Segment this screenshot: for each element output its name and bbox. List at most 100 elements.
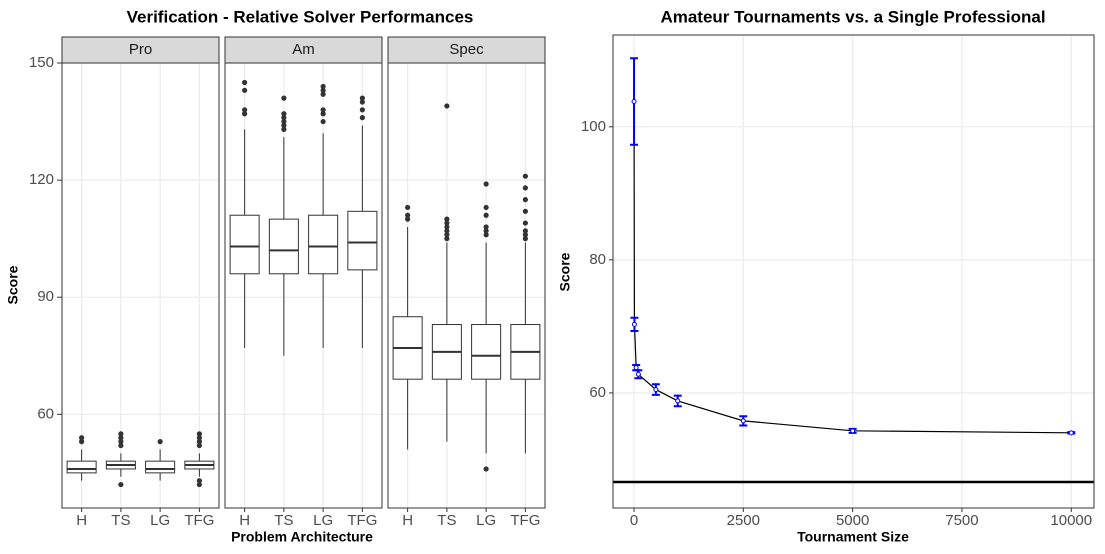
panel-border [224,62,383,509]
box [471,324,502,380]
panel [225,63,382,508]
right-title: Amateur Tournaments vs. a Single Profess… [660,7,1045,26]
outlier [281,95,287,101]
panel-border [61,62,220,509]
outlier [320,83,326,90]
strip [224,36,383,64]
point [653,387,659,393]
x-tick-label: H [76,512,87,529]
outlier [405,212,411,218]
x-tick-label: LG [476,512,496,529]
outlier [444,224,450,230]
outlier [281,111,287,117]
point [633,365,639,371]
outlier [522,185,528,191]
outlier [522,208,528,214]
outlier [196,439,202,445]
x-tick-label: H [239,512,250,529]
outlier [79,439,85,445]
x-tick-label: TFG [510,512,540,529]
outlier [320,118,326,125]
outlier [320,87,326,93]
outlier [242,111,248,117]
outlier [444,103,450,109]
panel-border [612,34,1095,509]
outlier [483,232,489,238]
x-tick-label: TS [274,512,293,529]
x-tick-label: LG [150,512,170,529]
point [740,418,746,424]
outlier [483,181,489,187]
outlier [118,439,124,445]
outlier [522,173,528,179]
outlier [118,481,124,488]
strip-label: Spec [449,41,484,58]
outlier [483,204,489,211]
outlier [444,228,450,234]
outlier [483,466,489,472]
outlier [522,228,528,234]
outlier [444,232,450,238]
x-tick-label: 0 [630,512,638,529]
outlier [405,216,411,222]
box [347,210,378,271]
x-tick-label: TFG [184,512,214,529]
strip [61,36,220,64]
outlier [242,107,248,113]
outlier [242,79,248,86]
y-tick-label: 80 [589,251,606,268]
outlier [281,118,287,125]
x-tick-label: 10000 [1050,512,1092,529]
outlier [196,478,202,484]
point [675,398,681,404]
box [66,460,97,474]
left-x-label: Problem Architecture [231,529,373,545]
outlier [359,95,365,101]
outlier [196,435,202,441]
strip [387,36,546,64]
y-tick-label: 60 [37,405,54,422]
x-tick-label: TS [111,512,130,529]
outlier [118,442,124,449]
x-tick-label: 7500 [945,512,978,529]
outlier [281,122,287,129]
outlier [79,435,85,441]
box [308,214,339,275]
outlier [444,216,450,222]
outlier [359,99,365,105]
outlier [242,87,248,93]
right-y-label: Score [557,252,573,291]
left-title: Verification - Relative Solver Performan… [127,7,474,26]
point [1068,430,1074,436]
outlier [444,236,450,242]
outlier [157,439,163,445]
outlier [483,212,489,218]
strip-label: Am [292,41,315,58]
point [631,99,637,105]
x-tick-label: TS [437,512,456,529]
y-tick-label: 60 [589,384,606,401]
point [631,321,637,327]
box [145,460,176,474]
strip-label: Pro [129,41,152,58]
point [635,371,641,377]
outlier [522,236,528,242]
y-tick-label: 120 [29,171,54,188]
panel [388,63,545,508]
x-tick-label: 5000 [836,512,869,529]
outlier [281,115,287,121]
right-x-label: Tournament Size [797,529,909,545]
x-tick-label: 2500 [727,512,760,529]
y-tick-label: 90 [37,288,54,305]
outlier [522,232,528,238]
left-y-label: Score [5,265,21,304]
y-tick-label: 150 [29,54,54,71]
outlier [118,431,124,437]
outlier [522,197,528,203]
box [268,218,299,275]
outlier [196,442,202,449]
outlier [522,220,528,226]
outlier [281,126,287,132]
point [850,428,856,434]
